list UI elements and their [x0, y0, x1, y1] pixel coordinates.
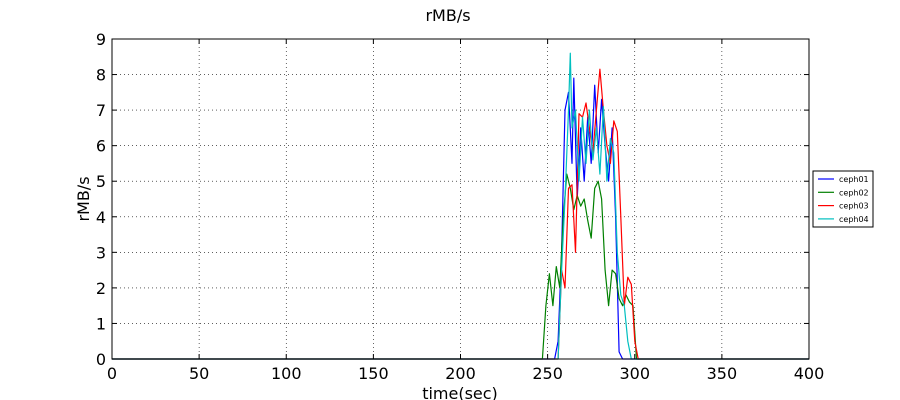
x-tick-label: 400: [794, 364, 825, 383]
series-line-ceph04: [112, 52, 809, 360]
grid-lines: [112, 39, 809, 359]
x-tick-label: 250: [532, 364, 563, 383]
y-tick-label: 1: [96, 314, 106, 333]
x-tick-label: 50: [189, 364, 209, 383]
series-line-ceph03: [112, 68, 809, 360]
x-tick-label: 200: [445, 364, 476, 383]
y-tick-label: 7: [96, 101, 106, 120]
x-tick-label: 0: [107, 364, 117, 383]
legend-box: [812, 170, 874, 228]
y-tick-label: 2: [96, 279, 106, 298]
legend-label-ceph03: ceph03: [839, 202, 869, 211]
chart-title: rMB/s: [425, 6, 470, 25]
y-tick-label: 4: [96, 208, 106, 227]
y-tick-label: 5: [96, 172, 106, 191]
y-tick-label: 0: [96, 350, 106, 369]
y-axis: 0 1 2 3 4 5 6 7 8 9: [96, 30, 809, 369]
y-tick-label: 3: [96, 243, 106, 262]
x-axis-label: time(sec): [422, 384, 498, 400]
series-line-ceph01: [112, 77, 809, 360]
series-layer: [112, 52, 809, 360]
x-tick-label: 300: [619, 364, 650, 383]
legend-label-ceph04: ceph04: [839, 215, 869, 224]
legend-label-ceph01: ceph01: [839, 175, 869, 184]
x-tick-label: 350: [707, 364, 738, 383]
legend-label-ceph02: ceph02: [839, 188, 869, 197]
y-tick-label: 8: [96, 66, 106, 85]
x-tick-label: 150: [358, 364, 389, 383]
y-tick-label: 6: [96, 137, 106, 156]
x-axis: 0 50 100 150 200 250 300 350 400: [107, 39, 824, 383]
legend: ceph01 ceph02 ceph03 ceph04: [812, 170, 874, 228]
x-tick-label: 100: [271, 364, 302, 383]
y-tick-label: 9: [96, 30, 106, 49]
y-axis-label: rMB/s: [74, 176, 93, 221]
